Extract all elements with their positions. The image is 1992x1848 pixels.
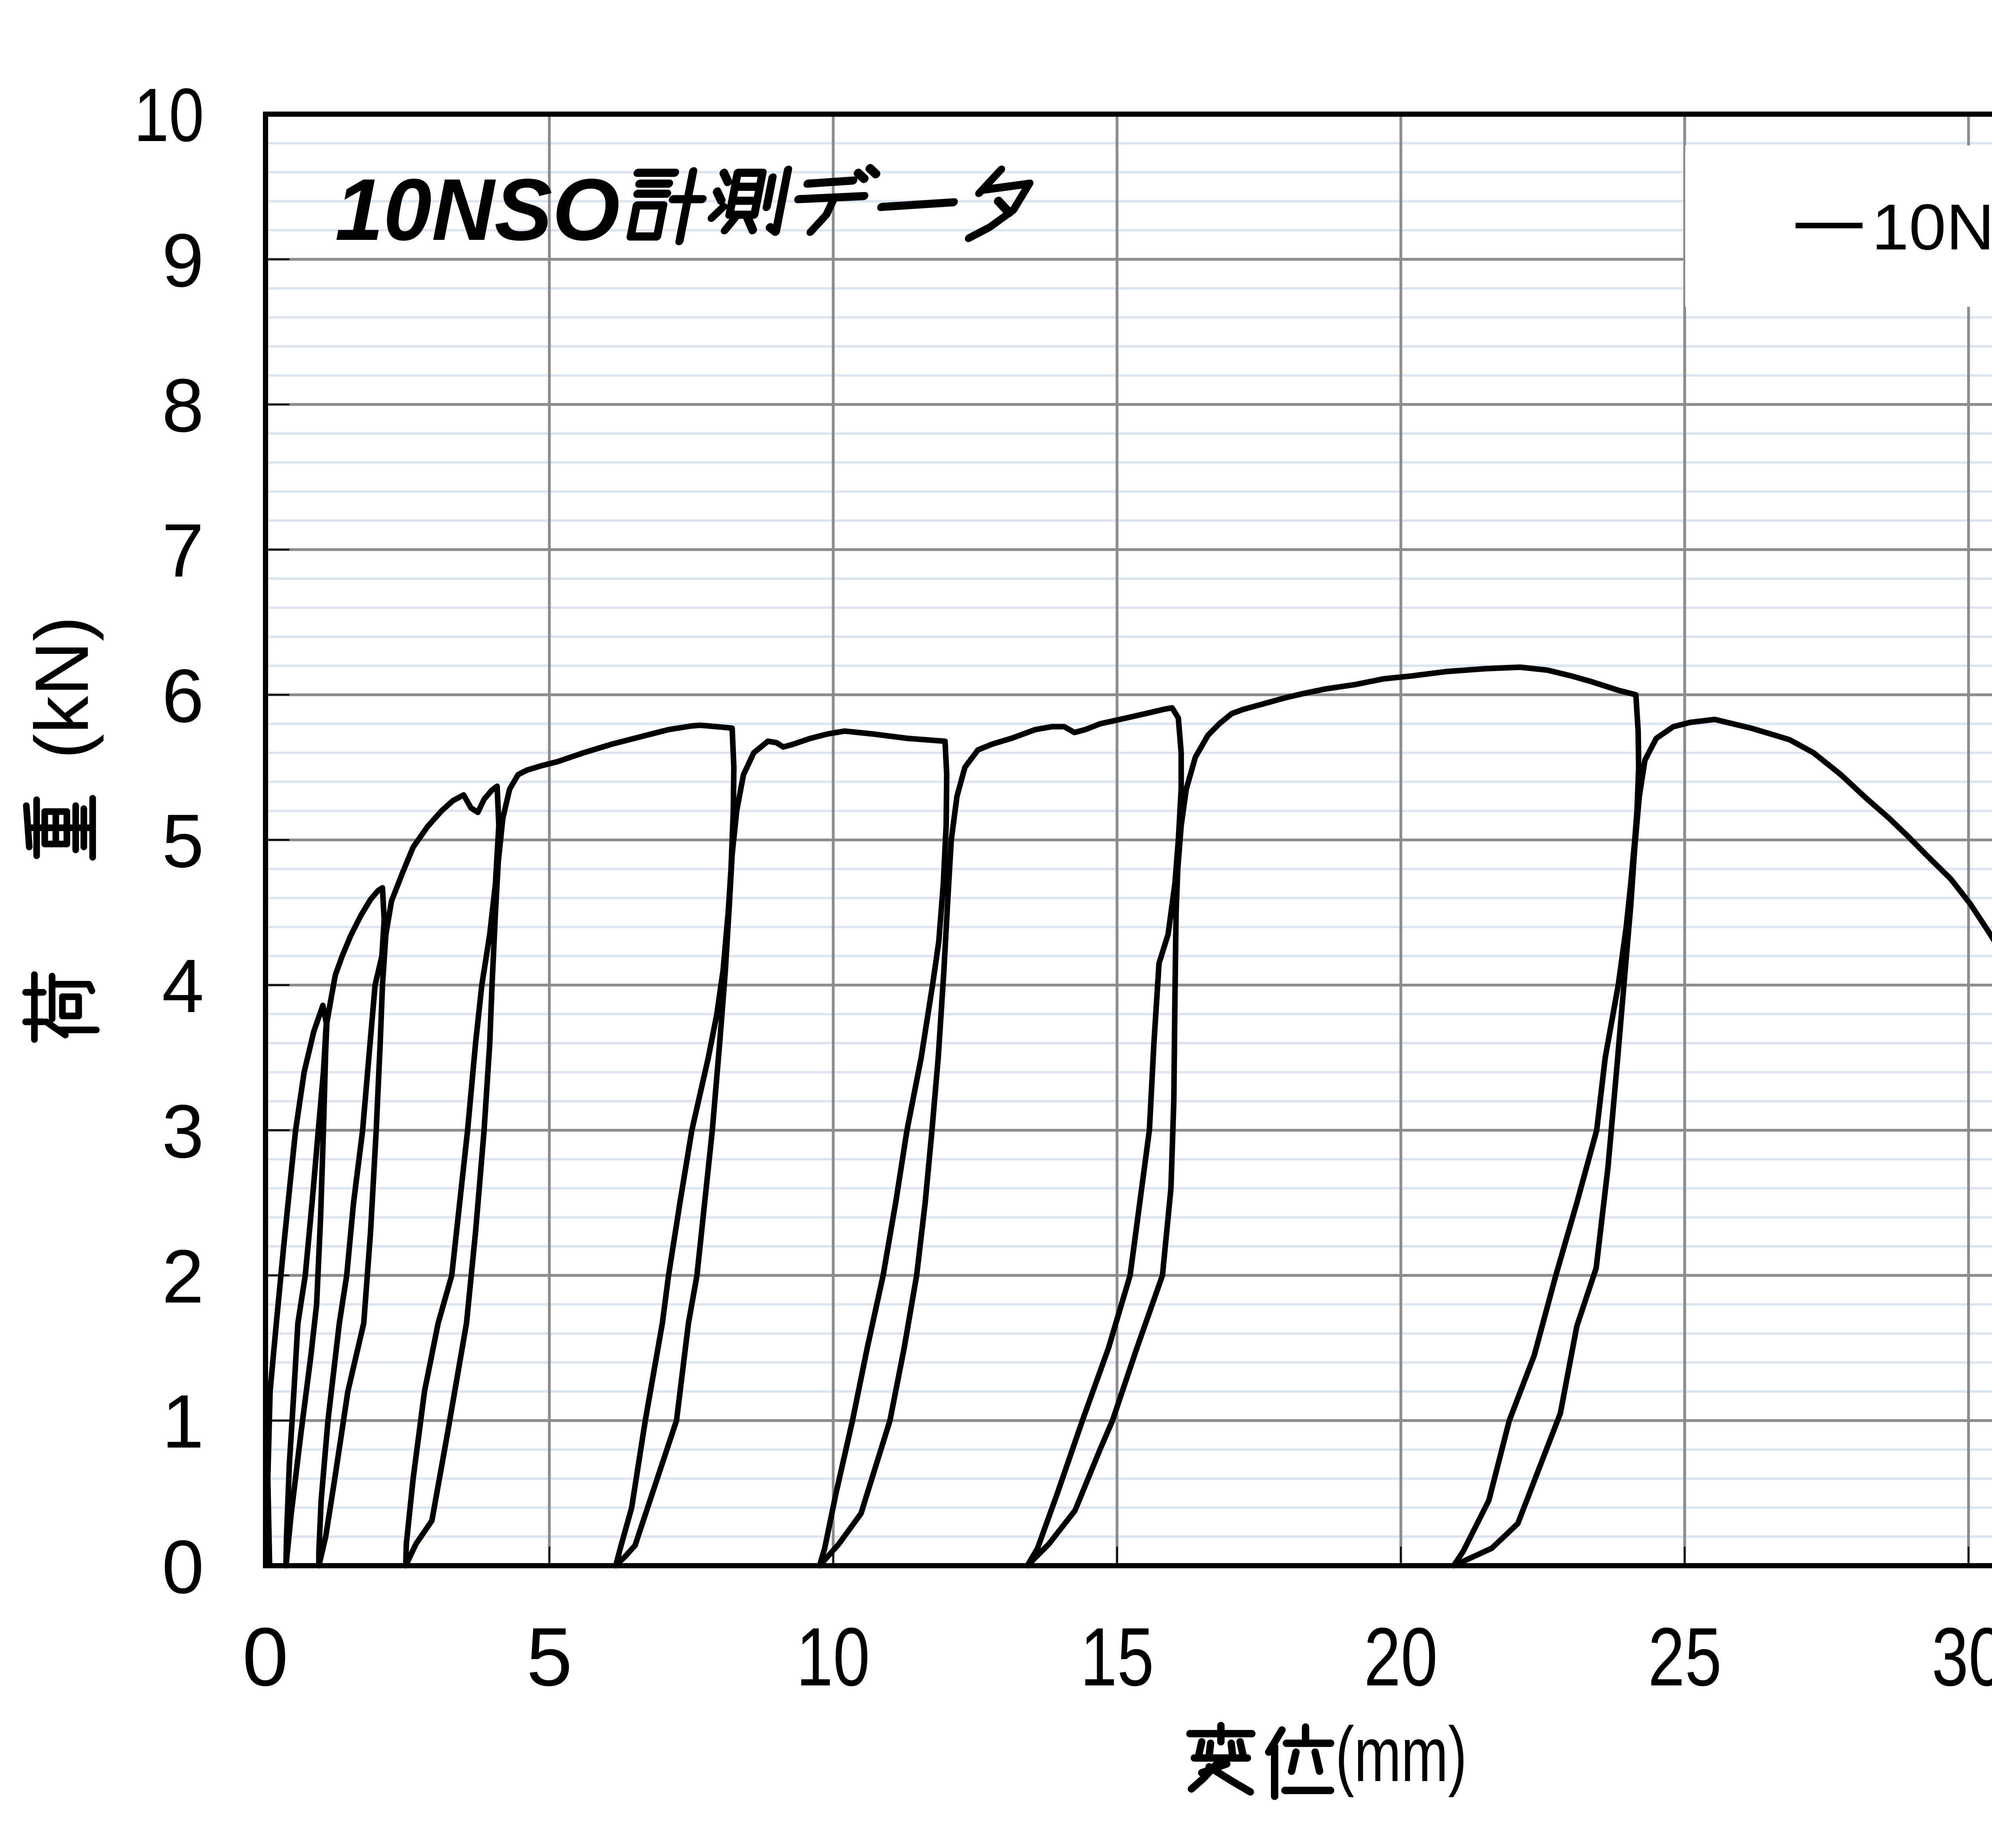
svg-text:25: 25 [1648,1611,1722,1703]
svg-text:9: 9 [162,218,204,303]
svg-text:5: 5 [526,1611,573,1703]
svg-text:5: 5 [162,799,204,883]
svg-text:2: 2 [162,1234,204,1319]
svg-text:(mm): (mm) [1335,1711,1467,1798]
svg-text:0: 0 [162,1525,204,1609]
svg-text:6: 6 [162,654,204,738]
svg-text:(kN): (kN) [20,616,104,759]
svg-text:30: 30 [1932,1611,1992,1703]
svg-text:4: 4 [162,944,204,1028]
svg-text:10: 10 [134,73,204,157]
svg-text:7: 7 [162,508,204,593]
svg-text:1: 1 [162,1379,204,1464]
svg-text:3: 3 [162,1089,204,1174]
svg-text:0: 0 [242,1611,288,1703]
svg-text:8: 8 [162,363,204,448]
svg-text:10NSO-6: 10NSO-6 [1872,190,1992,263]
svg-text:10: 10 [796,1611,870,1703]
svg-text:10NSO: 10NSO [335,161,620,259]
svg-text:15: 15 [1080,1611,1154,1703]
svg-text:20: 20 [1364,1611,1438,1703]
